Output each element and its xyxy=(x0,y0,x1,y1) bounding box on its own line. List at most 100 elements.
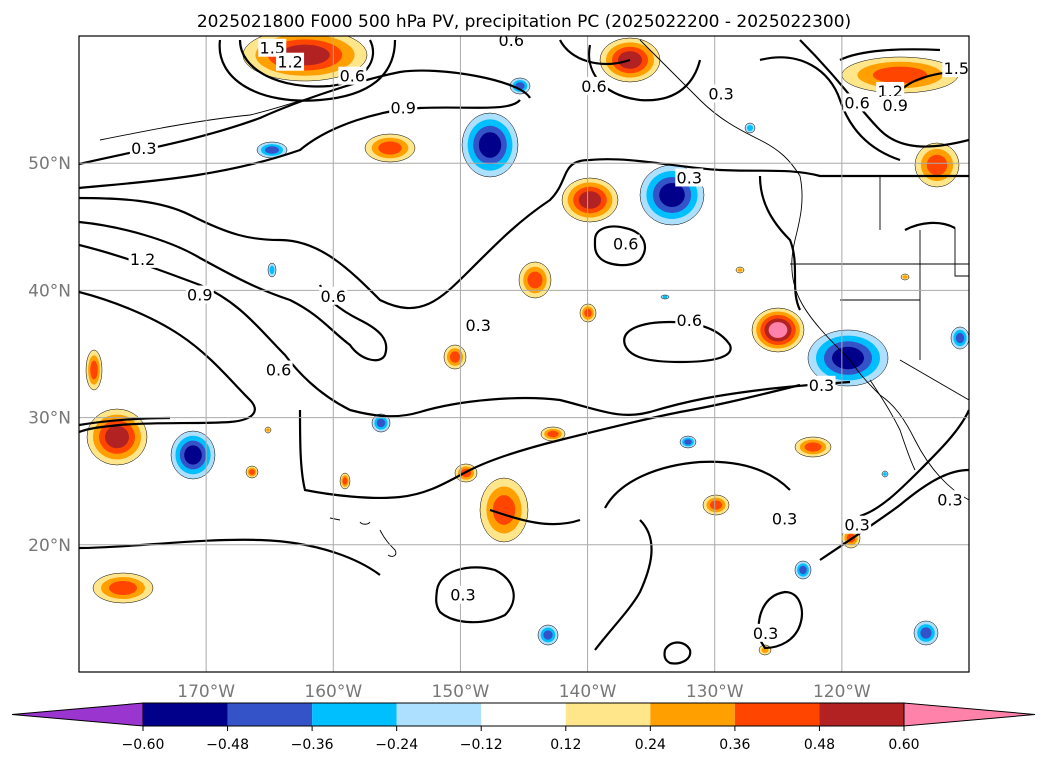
colorbar-tick-label: −0.12 xyxy=(460,737,503,753)
colorbar-tick-label: −0.36 xyxy=(291,737,334,753)
contour-label-bg xyxy=(448,585,477,604)
colorbar-segment xyxy=(650,703,735,726)
precip-negative-anomaly xyxy=(184,445,202,465)
contour-label-bg xyxy=(319,286,348,305)
colorbar-tick-label: 0.24 xyxy=(635,737,666,753)
precip-negative-anomaly xyxy=(662,295,668,299)
contour-label: 0.3 xyxy=(708,85,733,104)
contour-label: 0.6 xyxy=(581,77,606,96)
contour-label-bg xyxy=(611,234,640,253)
colorbar-segment xyxy=(227,703,313,726)
colorbar-segment xyxy=(734,703,820,726)
lon-tick-label: 130°W xyxy=(686,682,744,702)
colorbar: −0.60 −0.48 −0.36 −0.24 −0.12 0.12 0.24 0.36 0.4… xyxy=(11,702,1036,753)
precip-positive-anomaly xyxy=(342,477,348,485)
contour-label: 0.9 xyxy=(390,99,415,118)
contour-label-bg xyxy=(338,66,367,85)
contour-label-bg xyxy=(942,59,969,78)
contour-label-bg xyxy=(751,623,780,642)
lon-tick-label: 160°W xyxy=(304,682,362,702)
contour-label-bg xyxy=(389,98,418,117)
precip-positive-anomaly xyxy=(709,500,723,510)
precip-positive-anomaly xyxy=(578,191,602,209)
precip-negative-anomaly xyxy=(478,132,502,158)
colorbar-tick-label: −0.60 xyxy=(122,737,165,753)
contour-labels: 0.61.51.20.60.6 0.3 0.61.20.91.50.90.30.31… xyxy=(128,31,969,643)
precip-negative-anomaly xyxy=(799,565,807,575)
colorbar-tick-label: 0.48 xyxy=(804,737,835,753)
precip-positive-anomaly xyxy=(109,581,137,595)
map-border xyxy=(78,35,970,673)
longitude-tick-labels: 170°W 160°W 150°W 140°W 130°W 120°W xyxy=(177,682,871,702)
contour-label: 0.3 xyxy=(753,624,778,643)
contour-label: 0.6 xyxy=(266,361,291,380)
precip-positive-anomaly xyxy=(768,322,788,338)
precip-positive-anomaly xyxy=(737,268,743,272)
colorbar-tick-label: −0.48 xyxy=(206,737,249,753)
contour-label-bg xyxy=(770,509,799,528)
contour-label: 0.6 xyxy=(613,235,638,254)
colorbar-outline xyxy=(142,702,905,727)
precip-negative-anomaly xyxy=(376,418,386,428)
contour-label-bg xyxy=(276,52,305,71)
lon-tick-label: 150°W xyxy=(432,682,490,702)
colorbar-extend-max xyxy=(903,702,1036,727)
precip-negative-anomaly xyxy=(920,627,932,639)
contour-label: 0.3 xyxy=(809,376,834,395)
precip-positive-anomaly xyxy=(105,425,129,449)
precip-positive-anomaly xyxy=(926,154,948,176)
contour-label: 0.3 xyxy=(450,586,475,605)
contour-label-bg xyxy=(843,515,872,534)
colorbar-segment xyxy=(396,703,482,726)
contour-label-bg xyxy=(843,93,872,112)
colorbar-segment xyxy=(819,703,904,726)
map-title: 2025021800 F000 500 hPa PV, precipitatio… xyxy=(197,12,851,32)
precip-negative-anomaly xyxy=(543,630,553,640)
lon-tick-label: 140°W xyxy=(559,682,617,702)
precip-positive-anomaly xyxy=(804,442,822,452)
contour-label-bg xyxy=(675,310,704,329)
contour-label: 1.2 xyxy=(130,250,155,269)
precip-negative-anomaly xyxy=(883,472,887,476)
colorbar-segment xyxy=(312,703,397,726)
contour-label: 0.6 xyxy=(340,67,365,86)
precip-positive-anomaly xyxy=(902,275,908,279)
colorbar-segment xyxy=(565,703,651,726)
precip-positive-anomaly xyxy=(378,141,402,155)
contour-label: 1.5 xyxy=(944,59,969,78)
contour-label: 0.3 xyxy=(677,168,702,187)
precip-negative-anomaly xyxy=(269,265,275,275)
contour-label: 0.3 xyxy=(466,316,491,335)
contour-label-bg xyxy=(881,95,910,114)
contour-label: 0.9 xyxy=(187,285,212,304)
contour-label-bg xyxy=(707,84,736,103)
precip-positive-anomaly xyxy=(547,430,559,438)
colorbar-tick-label: 0.36 xyxy=(719,737,750,753)
contour-label-bg xyxy=(464,316,493,335)
colorbar-tick-label: 0.60 xyxy=(888,737,919,753)
map-panel: 0.61.51.20.60.6 0.3 0.61.20.91.50.90.30.31… xyxy=(79,31,969,672)
contour-label: 1.2 xyxy=(277,53,302,72)
contour-label: 0.3 xyxy=(937,490,962,509)
contour-label-bg xyxy=(675,168,704,187)
precip-positive-anomaly xyxy=(492,495,516,525)
precip-positive-anomaly xyxy=(249,469,255,475)
contour-label: 0.3 xyxy=(844,516,869,535)
contour-label: 0.3 xyxy=(772,509,797,528)
contour-label-bg xyxy=(807,375,836,394)
colorbar-extend-min xyxy=(11,702,144,727)
contour-label: 0.6 xyxy=(321,287,346,306)
colorbar-tick-label: −0.24 xyxy=(375,737,418,753)
precip-negative-anomaly xyxy=(265,146,279,154)
precip-negative-anomaly xyxy=(955,332,965,344)
lon-tick-label: 120°W xyxy=(813,682,871,702)
precip-negative-anomaly xyxy=(659,183,685,207)
lat-tick-label: 40°N xyxy=(28,281,71,301)
graticule xyxy=(79,36,969,672)
pv-contours xyxy=(79,39,969,665)
contour-label-bg xyxy=(935,490,964,509)
contour-label-bg xyxy=(128,249,157,268)
precip-positive-anomaly xyxy=(872,66,928,84)
contour-label: 0.6 xyxy=(499,31,524,50)
lat-tick-label: 50°N xyxy=(28,154,71,174)
